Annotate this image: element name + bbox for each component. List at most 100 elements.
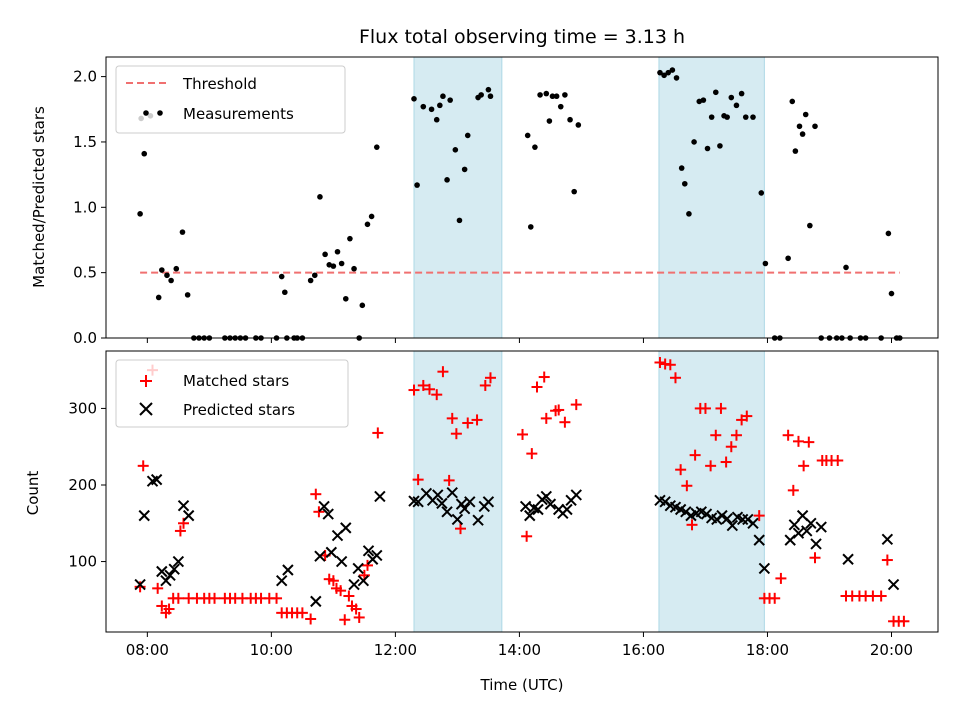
predicted-star-point [352, 562, 364, 575]
predicted-star-point [335, 555, 348, 568]
matched-star-point [517, 428, 529, 440]
matched-star-point [305, 613, 317, 625]
measurement-point [307, 277, 314, 284]
measurement-point [843, 264, 849, 271]
matched-star-point [559, 416, 571, 428]
predicted-star-stroke [357, 574, 370, 587]
measurement-point [373, 144, 380, 150]
measurement-point [537, 92, 543, 98]
predicted-star-point [275, 574, 288, 587]
predicted-star-point [736, 513, 749, 526]
predicted-star-point [561, 503, 573, 516]
matched-star-point [720, 456, 732, 468]
measurement-point [184, 292, 191, 298]
matched-star-point [730, 429, 742, 441]
top-plot-frame [105, 56, 939, 339]
predicted-star-point [524, 509, 536, 522]
predicted-star-point [282, 564, 294, 576]
matched-star-point [412, 474, 424, 486]
measurement-point [487, 93, 494, 100]
measurement-point [546, 118, 553, 124]
measurement-point [681, 180, 688, 187]
matched-star-point [327, 575, 339, 587]
predicted-star-point [371, 549, 383, 562]
predicted-star-stroke [322, 508, 334, 520]
measurement-point [452, 146, 459, 153]
matched-star-point [156, 600, 168, 612]
x-axis-label: Time (UTC) [480, 676, 564, 694]
measurement-point [799, 131, 806, 137]
matched-star-point [446, 412, 458, 424]
matched-star-point [832, 454, 844, 466]
predicted-star-point [164, 569, 176, 582]
predicted-star-point [432, 489, 444, 501]
top-shaded-interval [658, 56, 765, 339]
predicted-star-point [801, 525, 813, 537]
predicted-star-stroke [482, 496, 495, 508]
predicted-star-stroke [674, 503, 687, 516]
predicted-star-point [716, 509, 728, 522]
matched-star-point [798, 460, 810, 472]
predicted-star-point [441, 506, 453, 518]
measurement-point [724, 114, 730, 120]
bottom-x-tick-label: 12:00 [374, 641, 417, 659]
predicted-star-point [458, 503, 471, 515]
matched-star-point [408, 384, 420, 396]
matched-star-point [875, 590, 887, 602]
predicted-star-point [310, 595, 322, 608]
legend-measurement-swatch [143, 110, 149, 116]
matched-star-point [553, 404, 565, 416]
matched-star-point [350, 603, 362, 615]
predicted-star-stroke [362, 545, 375, 557]
predicted-star-stroke [455, 498, 468, 510]
measurement-point [433, 116, 440, 123]
predicted-star-stroke [721, 512, 733, 525]
predicted-star-stroke [805, 517, 817, 529]
measurement-point [708, 114, 715, 120]
measurement-point [164, 272, 170, 279]
predicted-star-stroke [314, 550, 326, 562]
measurement-point [338, 260, 345, 267]
matched-star-point [271, 592, 283, 604]
predicted-star-stroke [753, 534, 765, 546]
measurement-point [712, 89, 719, 96]
top-y-tick-label: 0.5 [73, 264, 97, 282]
measurement-point [317, 194, 323, 200]
predicted-star-point [570, 489, 582, 501]
predicted-star-stroke [570, 489, 582, 501]
matched-star-point [335, 585, 347, 597]
matched-star-point [339, 614, 351, 626]
measurement-point [733, 102, 740, 109]
predicted-star-stroke [138, 509, 150, 522]
measurement-point [347, 235, 353, 242]
measurement-point [532, 144, 538, 150]
predicted-star-point [168, 563, 180, 575]
matched-star-point [209, 592, 221, 604]
predicted-star-point [788, 519, 801, 531]
measurement-point [785, 255, 791, 262]
predicted-star-stroke [182, 509, 195, 522]
predicted-star-stroke [654, 494, 666, 507]
predicted-star-stroke [664, 499, 677, 512]
predicted-star-point [134, 578, 146, 591]
measurement-point [342, 295, 349, 302]
matched-star-point [484, 372, 496, 384]
matched-star-point [423, 383, 435, 395]
measurement-point [311, 272, 318, 279]
top-x-ticks [146, 338, 892, 343]
measurement-point [750, 114, 756, 120]
bottom-x-tick-label: 14:00 [498, 641, 541, 659]
measurement-point [543, 90, 550, 97]
predicted-star-stroke [168, 563, 180, 575]
measurement-point [364, 221, 371, 228]
matched-star-point [775, 572, 787, 584]
measurement-point [437, 102, 443, 109]
bottom-x-tick-label: 16:00 [622, 641, 665, 659]
matched-star-point [669, 372, 681, 384]
matched-star-point [725, 441, 737, 453]
bottom-y-tick-label: 300 [68, 399, 97, 417]
predicted-star-stroke [446, 486, 458, 499]
measurement-point [571, 188, 577, 195]
predicted-star-point [322, 508, 334, 520]
